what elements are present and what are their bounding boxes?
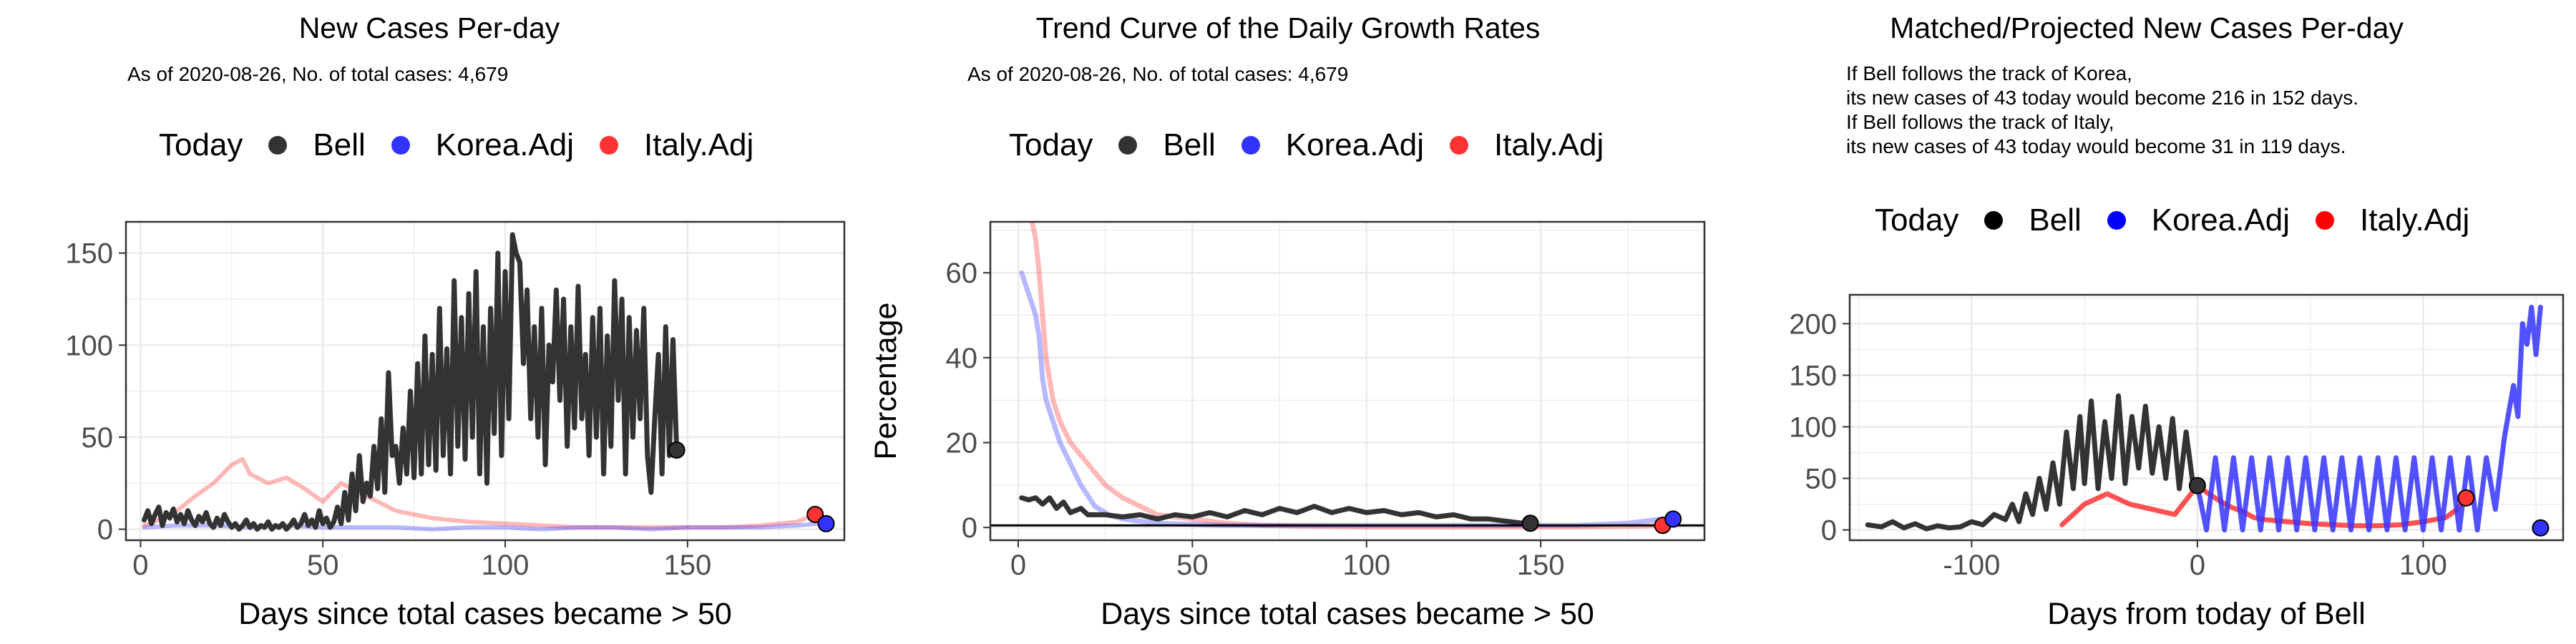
y-tick-label: 20 xyxy=(946,428,978,459)
today-point-bell xyxy=(668,441,686,459)
today-point-korea xyxy=(1664,510,1682,528)
y-tick-label: 50 xyxy=(82,422,114,454)
y-tick-label: 200 xyxy=(1789,308,1837,340)
series-line-bell xyxy=(1865,393,2200,532)
series-line-korea xyxy=(2195,304,2543,533)
today-point-italy xyxy=(2457,489,2475,507)
legend-label: Italy.Adj xyxy=(2360,203,2470,238)
x-axis-label: Days from today of Bell xyxy=(2047,597,2366,631)
x-tick-label: 100 xyxy=(2399,550,2447,581)
legend-label: Italy.Adj xyxy=(644,127,754,162)
panel-new-cases: New Cases Per-day As of 2020-08-26, No. … xyxy=(0,0,859,644)
x-tick-label: 0 xyxy=(1010,550,1026,581)
legend-item-korea: Korea.Adj xyxy=(2107,203,2290,238)
legend-title: Today xyxy=(1875,203,1959,238)
today-point-korea xyxy=(2532,519,2550,537)
plot-border xyxy=(125,220,846,542)
legend-label: Bell xyxy=(313,127,366,162)
y-tick-label: 40 xyxy=(946,343,978,374)
legend-label: Italy.Adj xyxy=(1494,127,1604,162)
korea-dot-icon xyxy=(391,136,410,155)
x-tick-label: 50 xyxy=(307,550,339,581)
note-line: its new cases of 43 today would become 2… xyxy=(1846,87,2358,109)
legend-item-bell: Bell xyxy=(268,127,366,163)
x-axis-label: Days since total cases became > 50 xyxy=(238,597,732,631)
legend-title: Today xyxy=(1009,127,1093,162)
legend: Today Bell Korea.Adj Italy.Adj xyxy=(1009,127,1629,163)
chart-subtitle: As of 2020-08-26, No. of total cases: 4,… xyxy=(127,63,509,85)
series-group xyxy=(142,232,821,532)
bell-dot-icon xyxy=(1984,211,2004,230)
legend-label: Korea.Adj xyxy=(435,127,575,162)
legend-item-italy: Italy.Adj xyxy=(600,127,753,163)
y-tick-label: 0 xyxy=(1821,515,1837,547)
note-line: If Bell follows the track of Korea, xyxy=(1846,62,2132,84)
y-tick-label: 150 xyxy=(65,238,113,270)
y-tick-label: 60 xyxy=(946,258,978,289)
legend-item-korea: Korea.Adj xyxy=(1241,127,1424,163)
today-point-bell xyxy=(2188,477,2206,494)
x-tick-label: 0 xyxy=(2190,550,2205,581)
today-point-bell xyxy=(1521,514,1539,532)
bell-dot-icon xyxy=(1118,136,1138,155)
x-tick-label: -100 xyxy=(1943,550,2000,581)
chart-subtitle: As of 2020-08-26, No. of total cases: 4,… xyxy=(967,63,1349,85)
y-tick-label: 100 xyxy=(65,330,113,361)
legend-item-bell: Bell xyxy=(1984,203,2082,238)
legend-label: Bell xyxy=(2029,203,2082,238)
x-axis-label: Days since total cases became > 50 xyxy=(1101,597,1594,631)
plot: 0 50 100 150 0 50 100 150 Days since total cases… xyxy=(65,220,846,631)
y-tick-label: 0 xyxy=(97,514,113,546)
series-line-bell xyxy=(1019,495,1533,526)
today-point-italy xyxy=(806,505,824,523)
plot-border xyxy=(989,220,1706,542)
y-tick-label: 50 xyxy=(1805,464,1838,495)
x-tick-label: 100 xyxy=(482,550,530,581)
x-tick-label: 100 xyxy=(1342,550,1390,581)
y-tick-label: 100 xyxy=(1789,411,1837,443)
plot: 0 50 100 150 0 20 40 60 Days since total cases b… xyxy=(869,220,1706,631)
legend-item-bell: Bell xyxy=(1118,127,1216,163)
legend-item-italy: Italy.Adj xyxy=(2316,203,2469,238)
korea-dot-icon xyxy=(2107,211,2126,230)
bell-dot-icon xyxy=(268,136,288,155)
plot: -100 0 100 0 50 100 150 200 Days from today of B… xyxy=(1789,293,2565,631)
x-tick-label: 0 xyxy=(132,550,148,581)
note-line: If Bell follows the track of Italy, xyxy=(1846,111,2114,133)
korea-dot-icon xyxy=(1241,136,1260,155)
y-tick-label: 150 xyxy=(1789,360,1837,391)
series-line-italy xyxy=(1029,222,1666,530)
chart-title: Trend Curve of the Daily Growth Rates xyxy=(1035,11,1541,44)
chart-title: New Cases Per-day xyxy=(298,11,560,44)
x-tick-label: 150 xyxy=(663,550,711,581)
legend-label: Korea.Adj xyxy=(2151,203,2290,238)
plot-border xyxy=(1848,293,2565,542)
series-line-italy xyxy=(142,457,818,530)
legend-label: Korea.Adj xyxy=(1285,127,1425,162)
note-line: its new cases of 43 today would become 3… xyxy=(1846,135,2346,157)
legend-label: Bell xyxy=(1163,127,1216,162)
x-tick-label: 150 xyxy=(1517,550,1565,581)
legend-item-korea: Korea.Adj xyxy=(391,127,574,163)
panel-projected: Matched/Projected New Cases Per-day If B… xyxy=(1717,0,2576,644)
panel-growth-rates: Trend Curve of the Daily Growth Rates As… xyxy=(859,0,1717,644)
series-group xyxy=(990,222,1704,530)
y-tick-label: 0 xyxy=(962,512,977,544)
chart-title: Matched/Projected New Cases Per-day xyxy=(1890,11,2404,44)
italy-dot-icon xyxy=(2316,211,2335,230)
legend: Today Bell Korea.Adj Italy.Adj xyxy=(1875,203,2495,238)
legend-title: Today xyxy=(159,127,243,162)
projection-notes: If Bell follows the track of Korea, its … xyxy=(1846,62,2358,159)
today-point-korea xyxy=(817,514,835,532)
y-axis-label: Percentage xyxy=(869,303,903,460)
italy-dot-icon xyxy=(600,136,619,155)
legend-item-italy: Italy.Adj xyxy=(1450,127,1604,163)
series-line-bell xyxy=(142,232,680,532)
x-tick-label: 50 xyxy=(1176,550,1209,581)
legend: Today Bell Korea.Adj Italy.Adj xyxy=(159,127,779,163)
plot-background xyxy=(990,222,1704,540)
italy-dot-icon xyxy=(1450,136,1469,155)
series-group xyxy=(1865,304,2543,533)
